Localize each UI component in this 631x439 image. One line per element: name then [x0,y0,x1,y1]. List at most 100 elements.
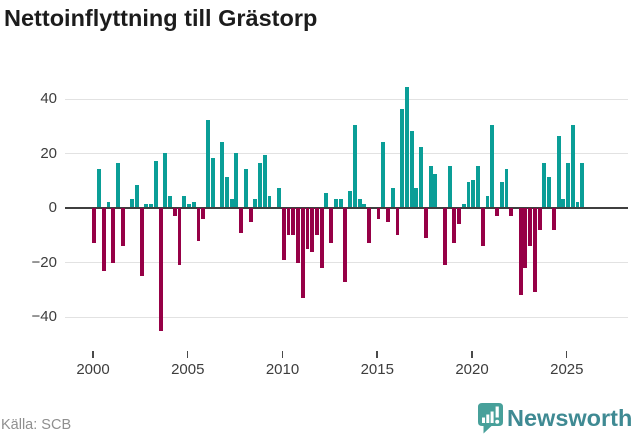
bar-2023Q3 [537,208,542,230]
x-tick-mark [281,351,284,358]
bar-2000Q3 [101,208,106,271]
bar-2007Q1 [224,177,229,207]
bar-2022Q3 [518,208,523,296]
bar-2010Q1 [281,208,286,260]
bar-2024Q2 [551,208,556,230]
bar-2018Q4 [447,166,452,207]
bar-2023Q4 [542,163,547,207]
bar-2001Q1 [111,208,116,263]
bar-2015Q3 [386,208,390,222]
bar-2010Q4 [296,208,300,263]
bar-2021Q4 [504,168,509,207]
bar-2013Q1 [338,198,343,207]
bar-2017Q4 [428,166,433,207]
bar-2018Q3 [442,208,447,266]
bar-2011Q4 [314,208,319,236]
bar-2012Q4 [333,198,338,207]
bar-2008Q1 [243,168,248,207]
source-label: Källa: SCB [1,417,72,433]
bar-2004Q1 [168,196,172,207]
x-tick-label: 2015 [360,361,394,378]
bar-2015Q4 [390,187,395,207]
bar-2011Q2 [305,208,310,249]
y-tick-label: −20 [31,253,57,271]
bar-2001Q2 [115,163,120,207]
bar-2018Q1 [433,174,438,207]
bar-2014Q2 [362,204,367,207]
bar-2007Q3 [234,152,239,207]
bar-2000Q2 [97,168,101,207]
bar-2013Q3 [348,190,353,207]
bar-2021Q1 [490,125,495,207]
bar-2010Q2 [286,208,291,236]
bar-2003Q2 [153,160,158,207]
bar-2016Q4 [409,130,414,207]
bar-2014Q1 [357,198,362,207]
gridline [65,316,628,318]
bar-2006Q1 [206,119,210,207]
bar-2017Q2 [419,147,424,207]
bar-2023Q1 [528,208,533,247]
bar-2010Q3 [291,208,296,236]
bar-2020Q4 [485,196,490,207]
x-tick-label: 2020 [455,361,489,378]
bar-2014Q3 [367,208,371,244]
bar-2005Q4 [201,208,206,219]
bar-2013Q2 [343,208,348,282]
bar-2008Q2 [248,208,253,222]
bar-2007Q4 [239,208,244,233]
bar-2002Q4 [144,204,149,207]
bar-2016Q1 [395,208,400,236]
bar-2020Q1 [471,179,476,207]
bar-2002Q2 [134,185,139,207]
bar-2005Q1 [187,204,191,207]
bar-chart-bubble-icon [478,403,503,434]
bar-2004Q2 [172,208,177,217]
bar-2012Q1 [319,208,324,268]
bar-2019Q3 [461,204,466,207]
y-tick-label: 0 [48,199,57,216]
newsworthy-logo: Newsworthy [477,402,631,436]
x-tick-label: 2005 [171,361,205,378]
bar-2024Q4 [561,198,566,207]
bar-2007Q2 [229,198,234,207]
bar-2009Q4 [277,187,281,207]
bar-2003Q1 [149,204,154,207]
x-tick-mark [376,351,378,358]
bar-2020Q3 [480,208,485,247]
bar-2006Q4 [220,141,225,207]
y-tick-label: −40 [31,308,57,325]
gridline [65,98,628,100]
bar-2011Q3 [310,208,315,252]
bar-2017Q3 [423,208,428,238]
x-tick-mark [92,351,94,358]
bar-2017Q1 [414,187,419,207]
bar-2004Q4 [182,196,187,207]
bar-2022Q1 [509,208,514,217]
bar-2015Q1 [376,208,381,219]
bar-2022Q4 [523,208,528,268]
bar-2009Q1 [262,155,267,207]
bar-2006Q2 [210,157,215,207]
bar-2003Q4 [163,152,168,207]
x-tick-label: 2010 [265,361,300,378]
gridline [65,153,628,154]
y-tick-label: 20 [40,144,57,162]
bar-2005Q3 [196,208,201,241]
x-tick-label: 2025 [550,361,584,378]
x-tick-mark [565,351,568,358]
bar-2005Q2 [191,201,196,207]
bar-2025Q3 [575,201,580,207]
x-tick-label: 2000 [76,361,110,378]
bar-2008Q4 [258,163,263,207]
bar-2004Q3 [177,208,182,266]
bar-2001Q3 [120,208,125,247]
bar-2019Q2 [457,208,462,225]
bar-2002Q3 [139,208,144,277]
bar-2025Q1 [566,163,570,207]
bar-2002Q1 [130,198,135,207]
bar-2021Q3 [499,182,504,207]
bar-2000Q1 [92,208,97,244]
bar-2011Q1 [300,208,305,298]
